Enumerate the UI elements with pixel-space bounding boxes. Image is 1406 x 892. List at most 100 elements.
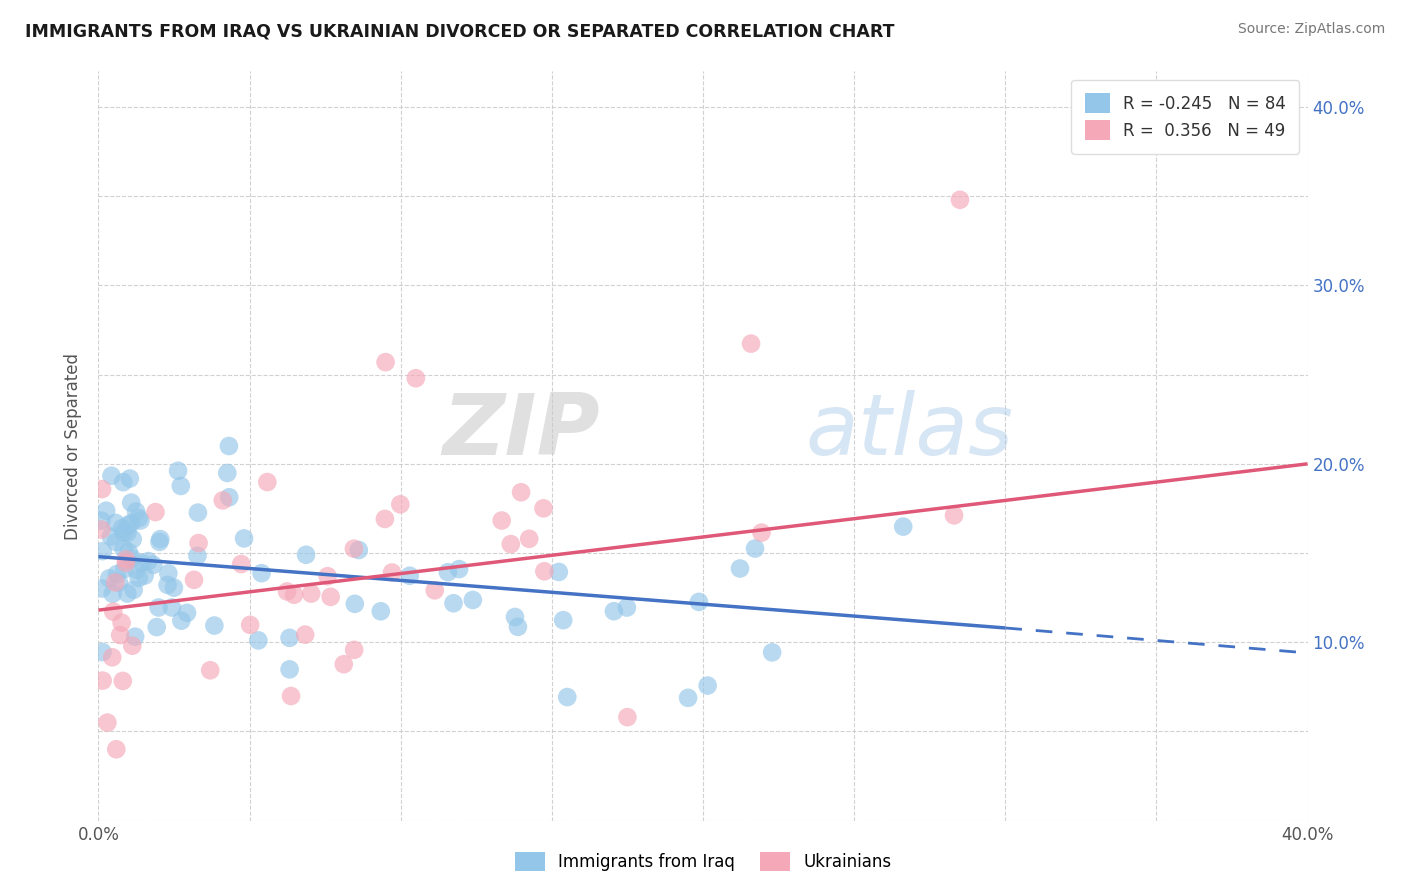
- Point: [163, 581, 186, 595]
- Point: [105, 535, 128, 549]
- Point: [90, 514, 112, 528]
- Point: [299, 586, 322, 600]
- Point: [91, 482, 114, 496]
- Legend: Immigrants from Iraq, Ukrainians: Immigrants from Iraq, Ukrainians: [506, 843, 900, 880]
- Point: [121, 639, 143, 653]
- Point: [187, 506, 209, 520]
- Point: [280, 689, 302, 703]
- Point: [443, 596, 465, 610]
- Point: [616, 710, 638, 724]
- Point: [256, 475, 278, 489]
- Point: [491, 514, 513, 528]
- Point: [437, 565, 460, 579]
- Point: [555, 690, 578, 704]
- Point: [118, 545, 141, 559]
- Point: [101, 587, 124, 601]
- Point: [233, 532, 256, 546]
- Point: [121, 532, 143, 546]
- Point: [533, 564, 555, 578]
- Point: [145, 620, 167, 634]
- Point: [100, 530, 122, 544]
- Point: [145, 505, 167, 519]
- Point: [157, 566, 180, 581]
- Point: [121, 551, 143, 566]
- Y-axis label: Divorced or Separated: Divorced or Separated: [65, 352, 83, 540]
- Point: [96, 715, 118, 730]
- Point: [294, 627, 316, 641]
- Point: [104, 516, 127, 530]
- Point: [499, 537, 522, 551]
- Point: [117, 586, 139, 600]
- Point: [156, 578, 179, 592]
- Point: [167, 464, 190, 478]
- Point: [891, 519, 914, 533]
- Point: [183, 573, 205, 587]
- Point: [112, 541, 135, 556]
- Point: [142, 558, 165, 572]
- Text: ZIP: ZIP: [443, 390, 600, 473]
- Point: [533, 501, 555, 516]
- Point: [503, 610, 526, 624]
- Point: [506, 620, 529, 634]
- Point: [103, 605, 125, 619]
- Point: [128, 511, 150, 525]
- Point: [202, 618, 225, 632]
- Point: [186, 549, 208, 563]
- Point: [370, 604, 392, 618]
- Point: [398, 568, 420, 582]
- Point: [148, 535, 170, 549]
- Point: [134, 568, 156, 582]
- Point: [461, 593, 484, 607]
- Point: [218, 490, 240, 504]
- Point: [160, 600, 183, 615]
- Point: [943, 508, 966, 523]
- Point: [105, 742, 128, 756]
- Point: [295, 548, 318, 562]
- Text: atlas: atlas: [806, 390, 1014, 473]
- Point: [187, 536, 209, 550]
- Point: [120, 495, 142, 509]
- Point: [728, 561, 751, 575]
- Point: [176, 606, 198, 620]
- Text: Source: ZipAtlas.com: Source: ZipAtlas.com: [1237, 22, 1385, 37]
- Point: [278, 631, 301, 645]
- Point: [100, 468, 122, 483]
- Point: [90, 523, 112, 537]
- Point: [148, 600, 170, 615]
- Point: [129, 514, 152, 528]
- Point: [108, 628, 131, 642]
- Point: [374, 355, 396, 369]
- Point: [118, 472, 141, 486]
- Point: [347, 543, 370, 558]
- Point: [316, 569, 339, 583]
- Point: [696, 679, 718, 693]
- Point: [405, 371, 427, 385]
- Point: [250, 566, 273, 581]
- Point: [104, 575, 127, 590]
- Point: [740, 336, 762, 351]
- Point: [449, 562, 471, 576]
- Point: [276, 584, 298, 599]
- Point: [553, 613, 575, 627]
- Point: [115, 556, 138, 570]
- Point: [128, 571, 150, 585]
- Point: [125, 505, 148, 519]
- Point: [517, 532, 540, 546]
- Point: [115, 552, 138, 566]
- Point: [688, 595, 710, 609]
- Point: [603, 604, 626, 618]
- Point: [105, 567, 128, 582]
- Point: [120, 516, 142, 531]
- Point: [138, 554, 160, 568]
- Point: [108, 575, 131, 590]
- Point: [91, 673, 114, 688]
- Point: [217, 466, 239, 480]
- Point: [751, 525, 773, 540]
- Point: [124, 630, 146, 644]
- Point: [91, 645, 114, 659]
- Point: [96, 504, 118, 518]
- Point: [423, 583, 446, 598]
- Point: [149, 532, 172, 546]
- Point: [343, 643, 366, 657]
- Point: [112, 475, 135, 490]
